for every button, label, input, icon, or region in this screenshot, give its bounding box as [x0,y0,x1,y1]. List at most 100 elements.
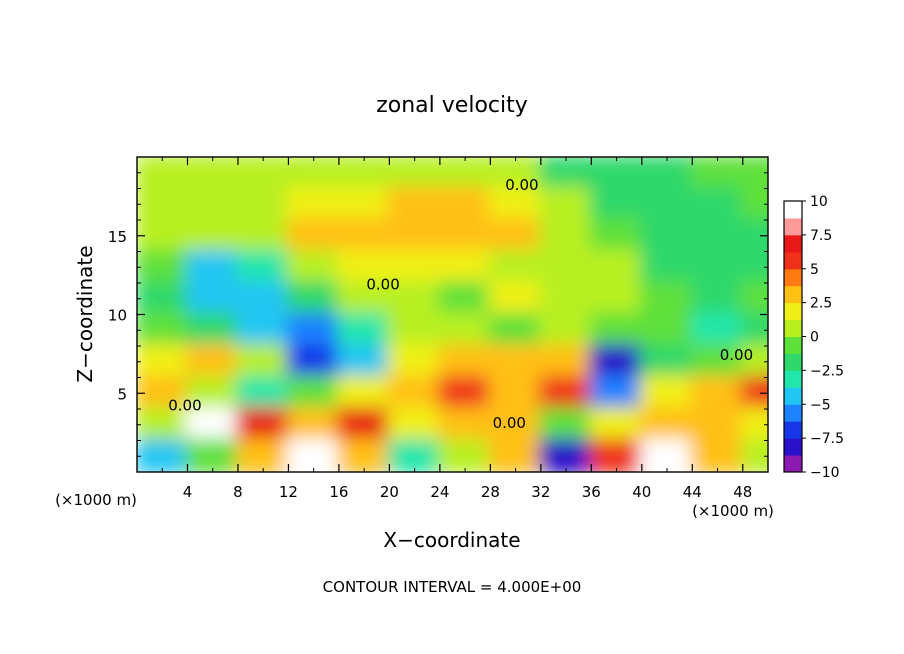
x-tick-label: 28 [481,483,500,501]
y-axis-label: Z−coordinate [73,245,97,382]
field-cell [639,249,695,285]
x-tick-label: 40 [632,483,651,501]
field-cell [185,186,240,222]
field-cell [387,375,442,411]
field-cell [235,312,291,348]
field-cell [437,344,493,380]
field-cell [740,281,768,317]
colorbar-swatch [784,319,802,337]
field-cell [286,407,341,443]
field-cell [286,312,341,348]
field-cell [387,344,442,380]
field-cell [286,218,341,254]
field-cell [690,249,745,285]
field-cell [488,375,543,411]
field-cell [387,407,442,443]
field-cell [387,438,442,472]
field-cell [336,375,392,411]
field-cell [185,312,240,348]
field-cell [538,186,594,222]
field-cell [538,218,594,254]
field-cell [336,312,392,348]
field-cell [639,157,695,191]
field-cell [589,157,644,191]
field-cell [387,157,442,191]
field-cell [235,281,291,317]
field-cell [538,249,594,285]
x-tick-label: 48 [733,483,752,501]
field-cell [137,438,190,472]
field-cell [235,375,291,411]
contour-label: 0.00 [505,176,538,194]
field-cell [286,438,341,472]
field-cell [437,281,493,317]
contour-labels: 0.00 0.00 0.00 0.00 0.00 [168,176,753,432]
field-cell [286,281,341,317]
field-cell [740,249,768,285]
field-cell [137,249,190,285]
colorbar-swatch [784,201,802,219]
field-cell [538,344,594,380]
colorbar-tick-label: −7.5 [810,431,844,447]
field-cell [488,438,543,472]
field-cell [137,344,190,380]
colorbar-tick-label: −5 [810,397,831,413]
x-tick-label: 4 [183,483,193,501]
field-cell [589,218,644,254]
x-tick-label: 12 [279,483,298,501]
x-tick-label: 8 [233,483,243,501]
colorbar-tick-label: 7.5 [810,228,832,244]
field-cell [137,157,190,191]
field-cell [387,281,442,317]
contour-label: 0.00 [720,346,753,364]
field-cell [690,157,745,191]
colorbar-swatch [784,387,802,405]
field-cell [639,407,695,443]
field-cell [336,249,392,285]
field-cell [185,249,240,285]
field-cell [589,407,644,443]
field-cell [336,157,392,191]
colorbar-tick-label: 2.5 [810,296,832,312]
field-cell [639,218,695,254]
field-cell [185,281,240,317]
field-cell [589,312,644,348]
field-cell [690,407,745,443]
field-cell [286,249,341,285]
field-cell [336,438,392,472]
y-tick-label: 5 [117,385,127,403]
field-cell [488,344,543,380]
colorbar-swatch [784,336,802,354]
colorbar-tick-label: 5 [810,262,819,278]
velocity-field [137,157,768,472]
field-cell [336,407,392,443]
x-unit-right: (×1000 m) [692,502,774,520]
x-tick-label: 20 [380,483,399,501]
field-cell [538,281,594,317]
field-cell [437,407,493,443]
field-cell [589,344,644,380]
field-cell [235,344,291,380]
field-cell [437,375,493,411]
field-cell [336,281,392,317]
field-cell [589,186,644,222]
plot-area: 0.00 0.00 0.00 0.00 0.00 [137,157,768,472]
colorbar: 10 7.5 5 2.5 0 −2.5 −5 −7.5 −10 [783,194,844,481]
colorbar-swatch [784,421,802,439]
colorbar-swatch [784,251,802,270]
field-cell [488,186,543,222]
x-axis: 4 8 12 16 20 24 28 32 36 40 44 48 [161,157,752,501]
field-cell [690,375,745,411]
field-cell [137,407,190,443]
contour-label: 0.00 [366,275,399,293]
contour-label: 0.00 [168,397,201,415]
field-cell [137,312,190,348]
field-cell [740,186,768,222]
field-cell [286,157,341,191]
x-tick-label: 24 [430,483,449,501]
field-cell [639,186,695,222]
field-cell [235,407,291,443]
field-cell [690,281,745,317]
y-tick-label: 10 [108,307,127,325]
